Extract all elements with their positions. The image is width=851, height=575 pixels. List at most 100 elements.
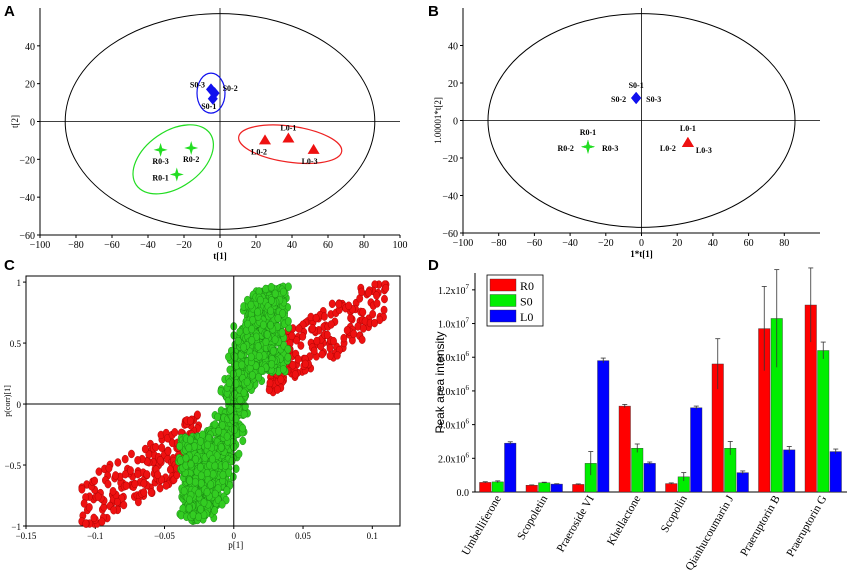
panel-c-point-nonsignificant	[232, 379, 240, 388]
panel-c-point-significant	[343, 326, 351, 335]
panel-c-point-nonsignificant	[215, 427, 223, 436]
panel-c-point-significant	[345, 301, 353, 310]
panel-c-point-nonsignificant	[247, 300, 255, 310]
panel-c-point-significant	[382, 284, 390, 293]
panel-c-point-nonsignificant	[223, 486, 231, 495]
panel-c-point-nonsignificant	[247, 352, 255, 362]
panel-c-point-nonsignificant	[185, 443, 193, 453]
panel-c-point-nonsignificant	[235, 449, 243, 459]
panel-d-category-label: Praeruptorin B	[738, 493, 783, 558]
panel-c-point-significant	[140, 488, 148, 497]
panel-c-y-tick-label: 0	[17, 400, 22, 410]
panel-c-point-significant	[373, 299, 381, 308]
panel-c-point-significant	[134, 497, 142, 507]
panel-c-point-nonsignificant	[254, 342, 262, 351]
panel-c-point-significant	[294, 354, 302, 364]
panel-c-point-significant	[359, 307, 367, 317]
panel-b-y-tick-label: −20	[442, 154, 458, 165]
panel-a-l0-group-ellipse	[238, 124, 343, 165]
panel-c-point-significant	[358, 287, 365, 297]
panel-c-point-nonsignificant	[239, 436, 247, 446]
panel-a-x-label: t[1]	[213, 251, 227, 261]
panel-b-point-label: R0-2	[557, 144, 573, 153]
panel-b-x-tick-label: −60	[527, 238, 543, 249]
panel-c-point-significant	[318, 350, 326, 359]
panel-c-point-significant	[134, 456, 142, 465]
panel-c-point-significant	[194, 410, 201, 419]
panel-a-x-tick-label: −20	[176, 240, 192, 251]
panel-a-x-tick-label: 100	[393, 240, 408, 251]
panel-c-point-nonsignificant	[248, 371, 256, 380]
panel-a-point-l0-3	[307, 143, 320, 154]
panel-c-point-nonsignificant	[274, 314, 282, 323]
panel-d-category-label: Scopoletin	[515, 493, 550, 542]
panel-d-category-label: Praeruptorin G	[785, 494, 830, 559]
panel-b-y-tick-label: 0	[453, 117, 458, 128]
panel-c-point-nonsignificant	[260, 320, 267, 330]
panel-d-legend-swatch-r0	[489, 278, 517, 292]
panel-c-point-nonsignificant	[187, 435, 194, 445]
panel-c-point-significant	[373, 291, 380, 300]
panel-b-label: B	[428, 3, 439, 20]
panel-c-point-nonsignificant	[195, 512, 202, 522]
panel-d-y-label: Peak area intensity	[433, 331, 447, 433]
panel-b-point-l0-3	[681, 137, 694, 147]
panel-c-point-nonsignificant	[234, 336, 242, 346]
panel-a-y-tick-label: −40	[19, 193, 35, 204]
panel-c-point-significant	[121, 470, 129, 479]
panel-c-label: C	[4, 257, 15, 274]
panel-c-point-significant	[273, 385, 281, 394]
panel-c-x-tick-label: −0.15	[16, 531, 37, 541]
panel-a-y-tick-label: 0	[30, 118, 35, 129]
panel-d-legend-swatch-l0	[489, 309, 517, 323]
panel-b-point-label: R0-3	[602, 144, 618, 153]
panel-c-point-significant	[134, 469, 142, 479]
panel-c-y-tick-label: 1	[17, 278, 22, 288]
panel-a-point-label: L0-1	[280, 124, 296, 133]
panel-a-x-tick-label: 0	[218, 240, 223, 251]
panel-c-point-nonsignificant	[267, 282, 275, 292]
panel-c-point-nonsignificant	[240, 388, 248, 397]
panel-c-point-significant	[140, 479, 148, 488]
panel-c-point-significant	[365, 288, 372, 297]
panel-c-point-nonsignificant	[278, 328, 286, 337]
panel-c-point-significant	[310, 346, 318, 356]
panel-d-bar-s0	[491, 481, 504, 493]
panel-b-x-tick-label: 60	[744, 238, 754, 249]
panel-c-point-nonsignificant	[285, 282, 292, 291]
panel-c-point-nonsignificant	[236, 395, 244, 405]
panel-c-point-nonsignificant	[268, 296, 275, 305]
panel-d-y-tick-label: 8.0x106	[438, 350, 470, 364]
panel-c-point-significant	[291, 370, 299, 379]
panel-b-x-tick-label: −100	[453, 238, 474, 249]
panel-c-point-nonsignificant	[176, 442, 184, 451]
panel-a-x-tick-label: −40	[140, 240, 156, 251]
panel-c-point-nonsignificant	[228, 456, 236, 466]
panel-c-point-nonsignificant	[229, 369, 237, 379]
panel-c-point-nonsignificant	[270, 346, 277, 356]
panel-c-point-nonsignificant	[267, 306, 275, 316]
panel-c-point-nonsignificant	[197, 504, 205, 514]
panel-c-point-nonsignificant	[209, 470, 217, 479]
panel-a-point-label: R0-2	[183, 155, 199, 164]
panel-c-point-nonsignificant	[231, 425, 238, 434]
panel-c-point-nonsignificant	[255, 352, 263, 361]
panel-c-point-significant	[94, 492, 102, 501]
panel-d-bar-l0	[643, 463, 656, 493]
panel-d-bar-l0	[736, 472, 749, 493]
panel-c-point-nonsignificant	[218, 500, 226, 509]
panel-c-point-nonsignificant	[187, 459, 195, 469]
panel-c-point-significant	[326, 351, 334, 361]
panel-c-point-significant	[358, 335, 366, 344]
panel-c-x-tick-label: 0	[232, 531, 237, 541]
panel-d-bar-l0	[597, 360, 610, 493]
panel-c-point-significant	[288, 331, 296, 341]
panel-c-frame	[25, 275, 401, 527]
panel-a-point-l0-2	[259, 134, 271, 145]
panel-c-point-nonsignificant	[256, 295, 264, 305]
panel-c-x-tick-label: −0.05	[154, 531, 175, 541]
panel-a-s0-group-ellipse	[196, 72, 226, 114]
panel-b-score-plot: −100 −80 −60 −40 −20 0 20 40 60 80 40 20 0 −20 −40 −60 1…	[433, 8, 820, 259]
panel-c-point-nonsignificant	[279, 309, 287, 318]
